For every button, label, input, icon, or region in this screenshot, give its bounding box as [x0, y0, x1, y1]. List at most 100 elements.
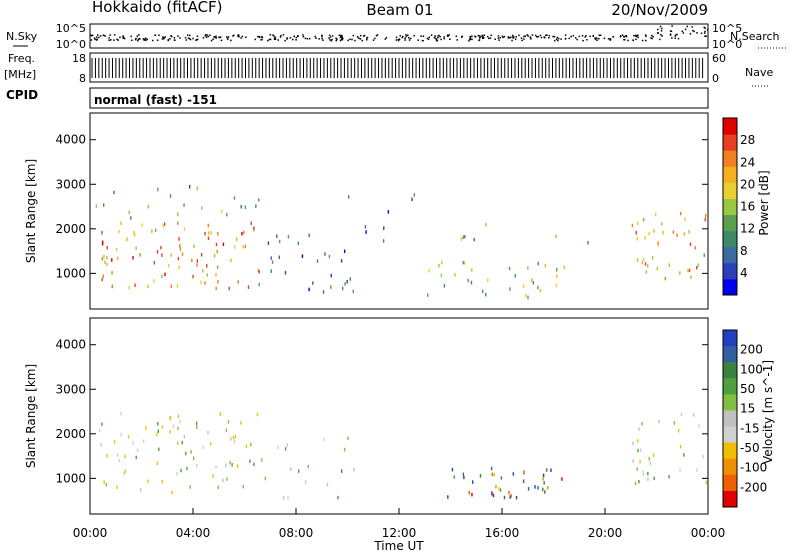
- noise-point: [185, 39, 188, 41]
- data-cell: [250, 442, 252, 447]
- noise-point: [455, 35, 458, 37]
- noise-point: [331, 35, 334, 37]
- data-cell: [490, 466, 493, 471]
- data-cell: [365, 230, 367, 234]
- noise-point: [681, 30, 684, 33]
- noise-tick-high-right: 10^5: [712, 22, 742, 35]
- noise-point: [204, 34, 207, 36]
- noise-point: [351, 38, 353, 41]
- data-cell: [161, 479, 163, 484]
- colorbar-tick-label: 20: [740, 177, 755, 191]
- data-cell: [154, 228, 157, 233]
- noise-point: [417, 39, 419, 41]
- data-cell: [634, 481, 637, 486]
- noise-point: [498, 39, 500, 41]
- data-cell: [178, 237, 180, 241]
- data-cell: [341, 286, 344, 291]
- data-cell: [308, 233, 310, 238]
- noise-point: [196, 35, 199, 37]
- data-cell: [463, 475, 465, 480]
- noise-point: [623, 36, 625, 38]
- noise-point: [482, 37, 485, 39]
- noise-point: [90, 39, 93, 41]
- noise-point: [295, 39, 297, 41]
- data-cell: [704, 217, 706, 222]
- data-cell: [695, 266, 698, 270]
- noise-point: [635, 38, 637, 41]
- noise-point: [422, 35, 425, 37]
- noise-point: [258, 36, 261, 38]
- data-cell: [323, 437, 325, 442]
- data-cell: [142, 439, 145, 443]
- noise-point: [497, 37, 500, 39]
- data-cell: [287, 495, 289, 500]
- noise-point: [136, 35, 139, 37]
- data-cell: [139, 253, 141, 257]
- x-tick-label: 00:00: [73, 526, 108, 540]
- noise-point: [514, 38, 517, 41]
- noise-point: [426, 37, 429, 40]
- noise-point: [341, 39, 343, 41]
- data-cell: [308, 287, 310, 292]
- noise-point: [657, 28, 659, 31]
- data-cell: [641, 260, 643, 265]
- data-cell: [120, 432, 122, 437]
- noise-point: [331, 38, 333, 41]
- data-cell: [200, 280, 202, 285]
- data-cell: [241, 231, 243, 236]
- data-cell: [196, 259, 199, 263]
- data-cell: [383, 226, 385, 230]
- noise-point: [560, 38, 562, 40]
- noise-point: [456, 39, 458, 41]
- data-cell: [692, 413, 695, 417]
- data-cell: [664, 276, 666, 281]
- data-cell: [171, 490, 173, 495]
- data-cell: [307, 464, 309, 469]
- data-cell: [147, 204, 150, 209]
- noise-point: [637, 36, 639, 39]
- data-cell: [527, 266, 529, 270]
- data-cell: [183, 434, 186, 439]
- noise-point: [130, 35, 132, 38]
- noise-point: [267, 39, 269, 42]
- noise-point: [474, 36, 477, 38]
- noise-point: [399, 35, 402, 37]
- data-cell: [235, 237, 238, 241]
- y-tick-label: 4000: [55, 338, 86, 352]
- data-cell: [522, 479, 525, 484]
- noise-point: [482, 36, 485, 39]
- noise-point: [338, 34, 341, 37]
- noise-point: [469, 38, 471, 41]
- noise-point: [354, 39, 356, 42]
- noise-point: [341, 36, 343, 39]
- noise-point: [91, 34, 94, 37]
- freq-label: Freq.: [8, 52, 35, 65]
- data-cell: [258, 269, 260, 274]
- y-tick-label: 4000: [55, 133, 86, 147]
- data-cell: [473, 237, 475, 242]
- data-cell: [253, 226, 255, 230]
- data-cell: [438, 263, 440, 268]
- noise-point: [385, 36, 388, 39]
- data-cell: [347, 436, 349, 440]
- data-cell: [485, 292, 487, 297]
- data-cell: [537, 261, 539, 266]
- data-cell: [156, 461, 159, 466]
- noise-point: [669, 33, 672, 35]
- data-cell: [156, 432, 158, 437]
- x-tick-label: 04:00: [176, 526, 211, 540]
- data-cell: [188, 184, 191, 189]
- noise-tick-low-right: 10^0: [712, 38, 742, 51]
- noise-point: [570, 35, 572, 38]
- noise-point: [179, 37, 181, 39]
- cpid-panel: [89, 87, 709, 109]
- noise-point: [686, 25, 689, 28]
- noise-point: [704, 35, 706, 37]
- data-cell: [322, 290, 325, 294]
- noise-point: [113, 39, 115, 41]
- noise-point: [330, 39, 333, 42]
- colorbar-segment: [723, 214, 737, 232]
- colorbar-tick-label: 28: [740, 133, 755, 147]
- data-cell: [232, 435, 235, 440]
